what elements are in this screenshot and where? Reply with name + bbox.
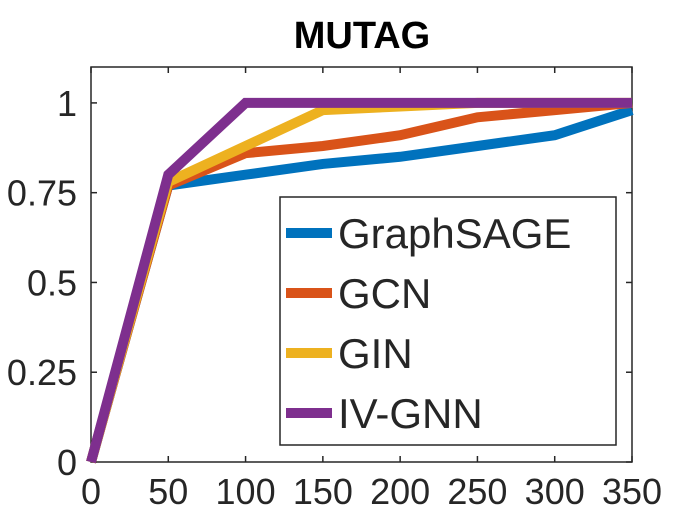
x-axis: 0 50 100 150 200 250 300 350 (81, 67, 662, 512)
legend-label: GraphSAGE (338, 210, 571, 257)
x-tick-label: 100 (216, 471, 276, 512)
legend: GraphSAGE GCN GIN IV-GNN (279, 196, 617, 446)
legend-label: GCN (338, 270, 431, 317)
y-tick-label: 0 (57, 442, 77, 483)
legend-label: IV-GNN (338, 390, 483, 437)
y-tick-label: 0.5 (27, 262, 77, 303)
x-tick-label: 350 (602, 471, 662, 512)
y-tick-label: 0.25 (7, 352, 77, 393)
y-tick-label: 1 (57, 83, 77, 124)
chart-title: MUTAG (294, 15, 431, 57)
x-tick-label: 0 (81, 471, 101, 512)
x-tick-label: 200 (370, 471, 430, 512)
x-tick-label: 150 (293, 471, 353, 512)
series-line-iv-gnn (86, 97, 632, 464)
x-tick-label: 300 (525, 471, 585, 512)
y-tick-label: 0.75 (7, 173, 77, 214)
x-tick-label: 250 (447, 471, 507, 512)
series-lines (86, 97, 634, 464)
legend-box (279, 196, 617, 446)
legend-label: GIN (338, 330, 413, 377)
y-axis: 0 0.25 0.5 0.75 1 (7, 83, 632, 483)
x-tick-label: 50 (148, 471, 188, 512)
